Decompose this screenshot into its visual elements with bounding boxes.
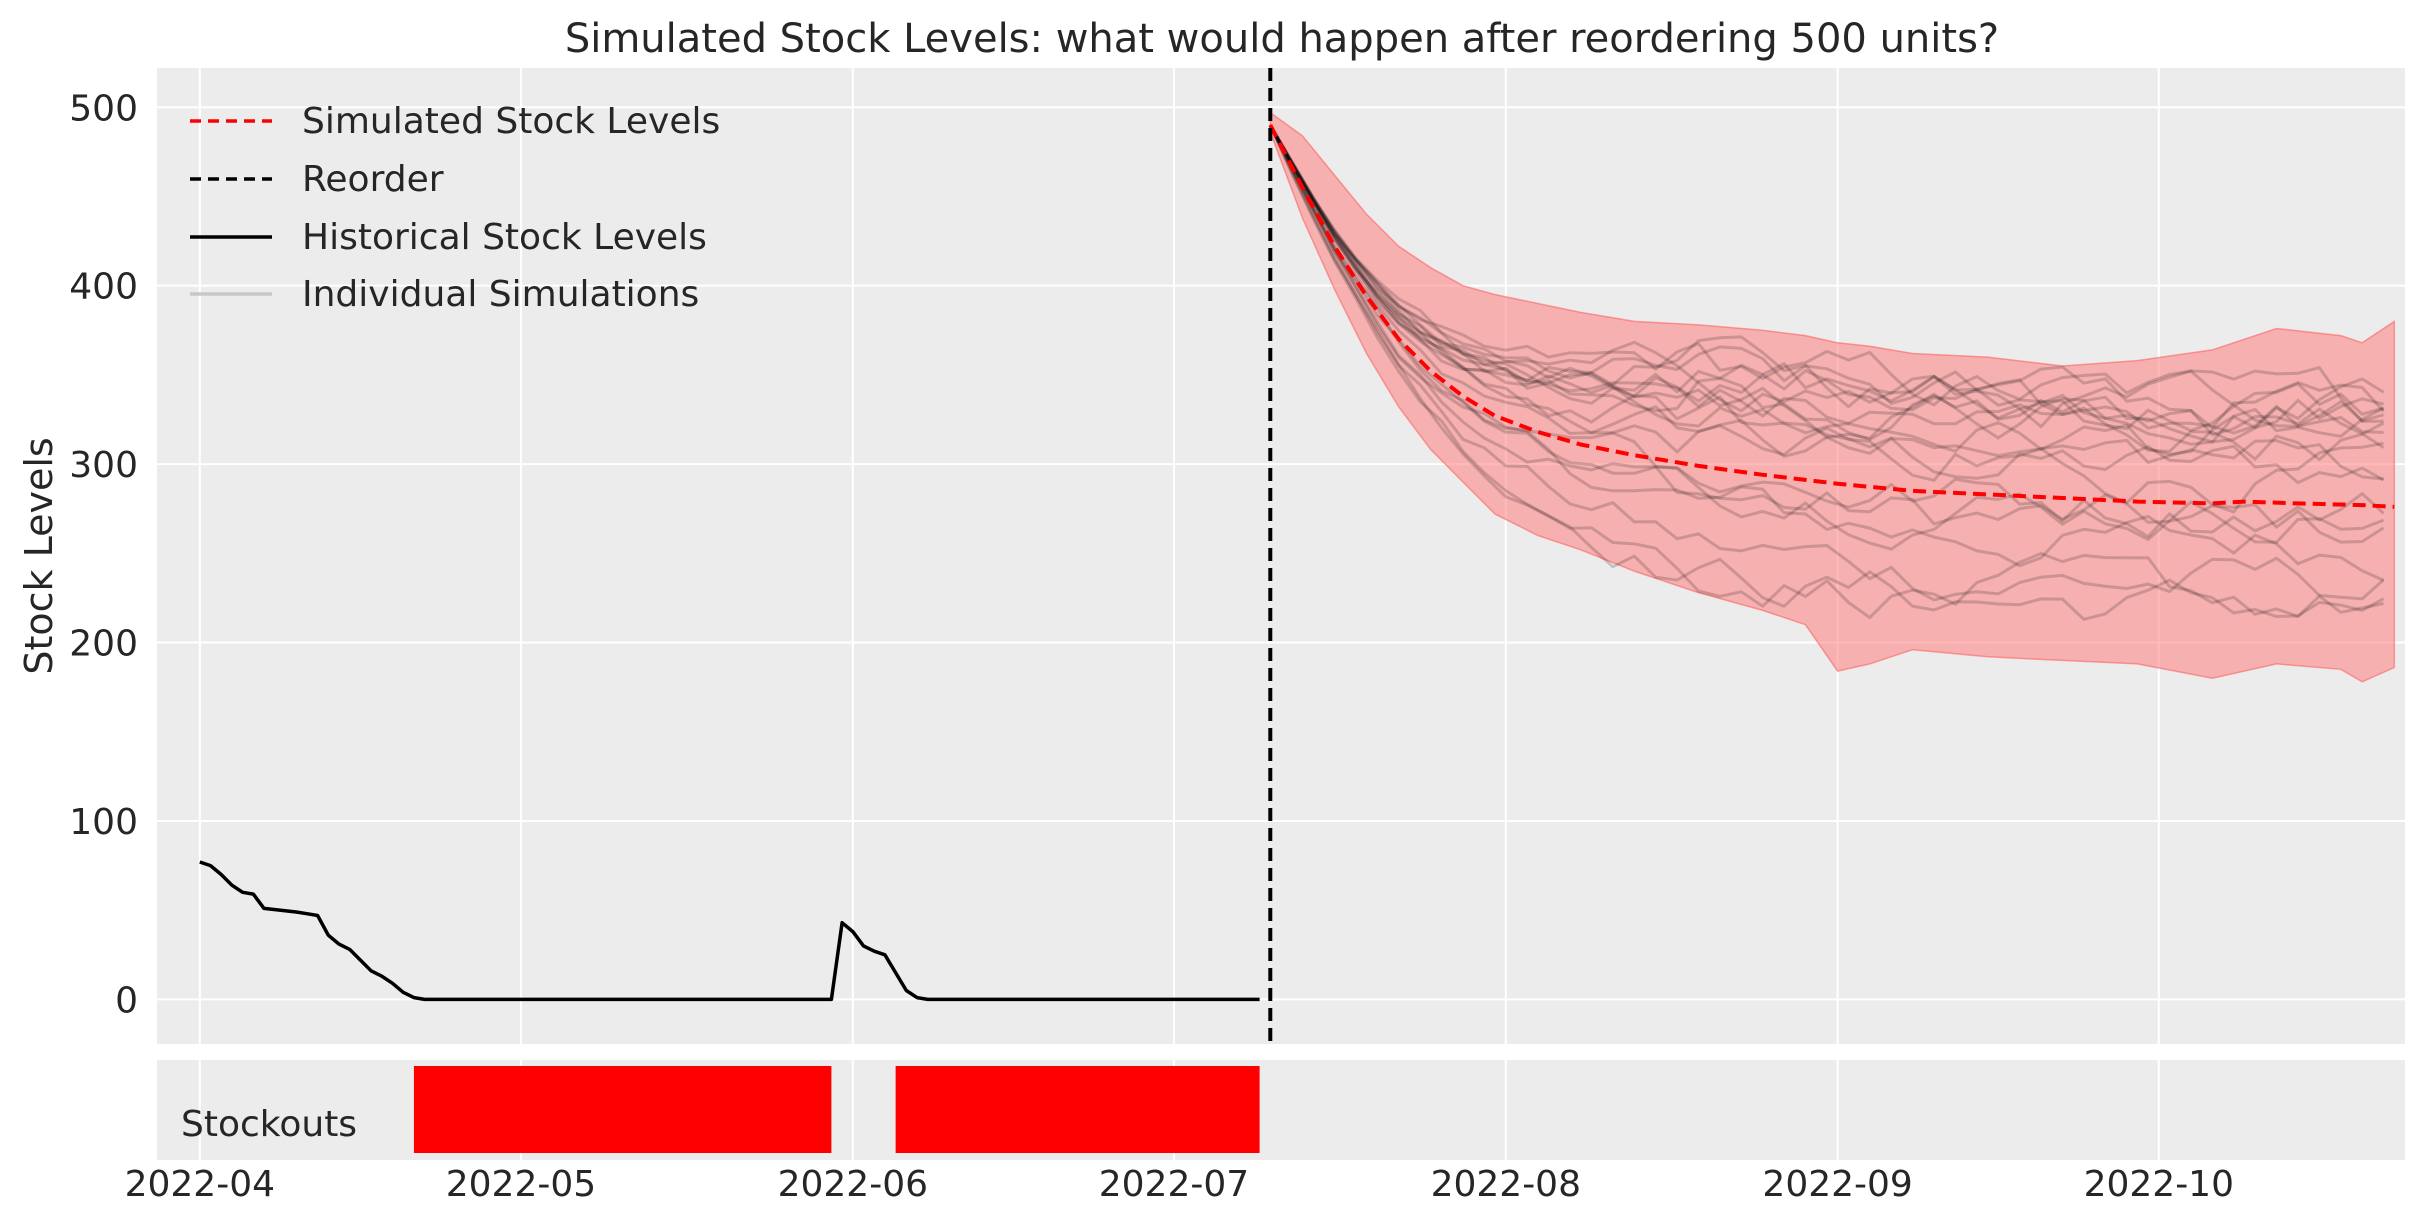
individual-simulation-line	[1268, 124, 2385, 449]
interval-layer	[1269, 111, 2396, 683]
y-tick-label: 100	[69, 802, 138, 843]
x-tick-labels: 2022-04 2022-05 2022-06 2022-07 2022-08 2022-…	[125, 1164, 2234, 1205]
x-tick-label: 2022-05	[446, 1164, 596, 1205]
legend-label-individual: Individual Simulations	[302, 274, 699, 315]
stockouts-label: Stockouts	[181, 1104, 357, 1145]
individual-simulation-line	[1269, 124, 2385, 435]
y-tick-label: 200	[69, 624, 138, 665]
chart-title: Simulated Stock Levels: what would happe…	[565, 16, 1999, 62]
x-tick-label: 2022-09	[1762, 1164, 1912, 1205]
simulated-stock-line	[1268, 124, 2395, 509]
individual-simulation-line	[1269, 124, 2384, 429]
individual-simulation-line	[1268, 124, 2385, 539]
y-tick-labels: 0 100 200 300 400 500	[69, 88, 138, 1021]
individual-simulation-line	[1268, 124, 2385, 621]
individual-simulation-line	[1268, 124, 2385, 602]
individual-simulation-line	[1268, 124, 2385, 551]
individual-simulation-line	[1268, 124, 2385, 462]
individual-simulation-line	[1268, 124, 2385, 433]
legend: Simulated Stock Levels Reorder Historica…	[190, 101, 720, 315]
simulation-interval-band	[1269, 111, 2396, 683]
legend-label-historical: Historical Stock Levels	[302, 217, 707, 258]
individual-simulation-line	[1268, 124, 2384, 514]
individual-simulation-line	[1268, 124, 2385, 582]
individual-simulation-line	[1268, 124, 2385, 456]
y-tick-label: 300	[69, 445, 138, 486]
y-tick-label: 0	[115, 980, 138, 1021]
individual-simulations-layer	[1268, 124, 2385, 621]
x-tick-label: 2022-10	[2084, 1164, 2234, 1205]
legend-label-reorder: Reorder	[302, 159, 444, 200]
individual-simulation-line	[1268, 124, 2385, 544]
individual-simulation-line	[1268, 124, 2384, 482]
legend-label-simulated: Simulated Stock Levels	[302, 101, 720, 142]
stockout-bar	[895, 1066, 1260, 1153]
x-tick-label: 2022-06	[778, 1164, 928, 1205]
individual-simulation-line	[1269, 124, 2385, 430]
stockout-layer	[413, 1066, 1260, 1153]
stockout-bar	[413, 1066, 832, 1153]
y-axis-label: Stock Levels	[17, 437, 61, 674]
x-tick-label: 2022-04	[125, 1164, 275, 1205]
x-tick-label: 2022-07	[1099, 1164, 1249, 1205]
historical-stock-line	[199, 860, 1260, 1002]
historical-layer	[199, 860, 1260, 1002]
y-tick-label: 500	[69, 88, 138, 129]
individual-simulation-line	[1268, 124, 2384, 620]
x-tick-label: 2022-08	[1431, 1164, 1581, 1205]
individual-simulation-line	[1269, 124, 2384, 446]
simulated-mean-layer	[1268, 124, 2395, 509]
individual-simulation-line	[1268, 124, 2384, 434]
individual-simulation-line	[1268, 124, 2385, 485]
individual-simulation-line	[1268, 124, 2385, 444]
y-tick-label: 400	[69, 267, 138, 308]
